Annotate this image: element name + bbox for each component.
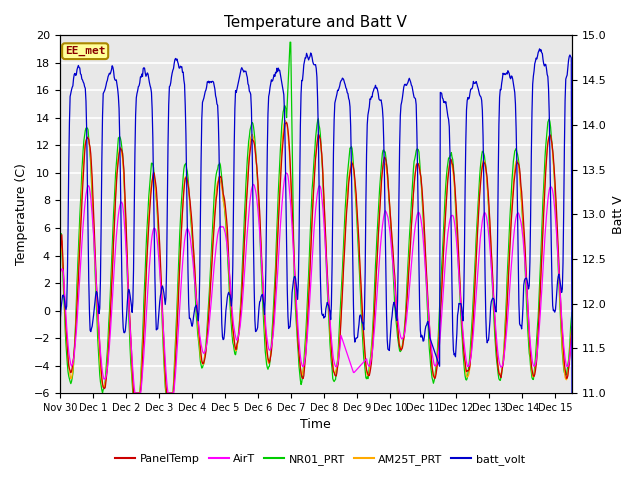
Y-axis label: Batt V: Batt V	[612, 195, 625, 234]
Legend: PanelTemp, AirT, NR01_PRT, AM25T_PRT, batt_volt: PanelTemp, AirT, NR01_PRT, AM25T_PRT, ba…	[111, 450, 529, 469]
X-axis label: Time: Time	[301, 419, 332, 432]
Text: EE_met: EE_met	[65, 46, 106, 56]
Title: Temperature and Batt V: Temperature and Batt V	[225, 15, 407, 30]
Y-axis label: Temperature (C): Temperature (C)	[15, 163, 28, 265]
